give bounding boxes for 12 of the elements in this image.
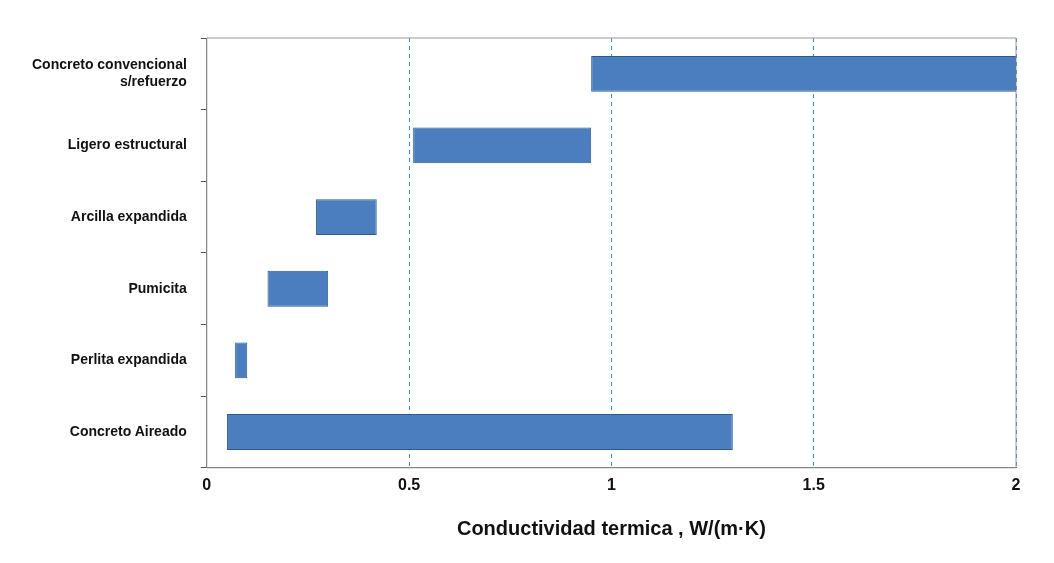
x-axis-title: Conductividad termica , W/(m·K) xyxy=(456,516,766,539)
y-tick-label: Concreto convencional s/refuerzo xyxy=(31,56,187,90)
y-tick-label: Arcilla expandida xyxy=(70,207,188,224)
y-tick-label: Pumicita xyxy=(128,279,188,296)
x-tick-label: 1.5 xyxy=(802,475,825,493)
y-tick-label: Perlita expandida xyxy=(70,351,188,368)
x-tick-label: 2 xyxy=(1011,475,1021,493)
x-tick-label: 1 xyxy=(606,475,616,493)
y-tick-label: Concreto Aireado xyxy=(69,422,187,439)
x-tick-label: 0 xyxy=(202,475,212,493)
x-tick-label: 0.5 xyxy=(397,475,421,493)
y-tick-label: Ligero estructural xyxy=(67,136,187,153)
